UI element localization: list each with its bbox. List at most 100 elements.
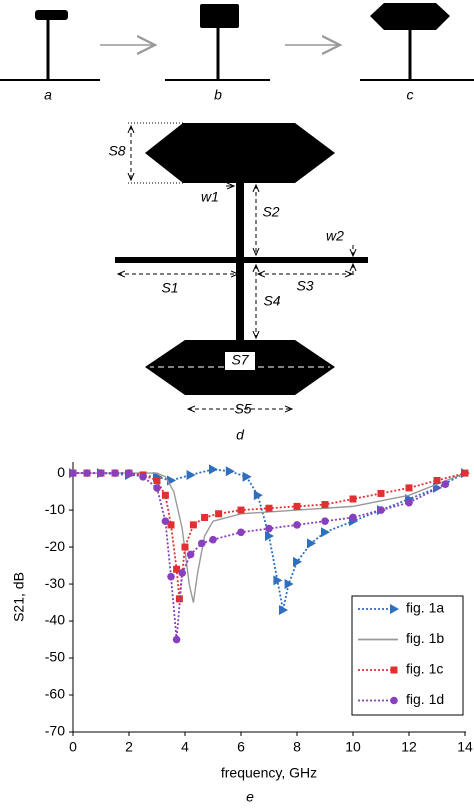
legend-label: fig. 1b — [406, 630, 444, 646]
y-axis-label: S21, dB — [11, 572, 27, 622]
data-point — [167, 475, 176, 486]
antenna-diagram — [115, 122, 368, 409]
data-point — [433, 476, 441, 484]
caption: e — [246, 789, 254, 805]
x-tick-label: 6 — [237, 739, 245, 755]
data-point — [83, 469, 91, 477]
data-point — [186, 469, 196, 480]
dimension-label: S1 — [161, 280, 178, 296]
data-point — [225, 466, 235, 477]
data-point — [321, 517, 329, 525]
x-tick-label: 0 — [69, 739, 77, 755]
data-point — [284, 579, 294, 590]
data-point — [321, 501, 329, 509]
caption: a — [44, 87, 52, 103]
legend — [351, 595, 464, 716]
x-tick-label: 4 — [181, 739, 189, 755]
x-tick-label: 12 — [401, 739, 417, 755]
y-tick-label: -50 — [45, 649, 65, 665]
data-point — [293, 521, 301, 529]
data-point — [198, 539, 206, 548]
data-point — [186, 550, 195, 559]
stage-a — [0, 10, 100, 81]
caption: b — [214, 87, 222, 103]
data-point — [167, 521, 175, 529]
dimension-label: S8 — [108, 143, 125, 159]
caption: d — [236, 427, 245, 443]
data-point — [307, 538, 316, 549]
data-point — [175, 595, 183, 603]
legend-marker — [390, 696, 398, 705]
y-tick-label: -30 — [45, 575, 65, 591]
data-point — [173, 565, 181, 573]
legend-label: fig. 1c — [406, 661, 443, 677]
data-point — [279, 604, 288, 615]
data-point — [209, 464, 218, 475]
data-point — [201, 513, 209, 521]
data-point — [125, 469, 133, 477]
data-point — [69, 469, 77, 477]
data-point — [321, 527, 330, 538]
data-point — [293, 556, 302, 567]
y-tick-label: -70 — [45, 723, 65, 739]
data-point — [215, 510, 223, 518]
data-point — [237, 506, 245, 514]
series-line — [73, 468, 466, 611]
y-tick-label: -20 — [45, 538, 65, 554]
y-tick-label: -60 — [45, 686, 65, 702]
data-point — [405, 484, 413, 492]
legend-marker — [390, 666, 398, 674]
data-point — [461, 469, 469, 477]
data-point — [167, 572, 175, 581]
x-axis-label: frequency, GHz — [221, 765, 317, 781]
x-tick-label: 8 — [293, 739, 301, 755]
dimension-label: S4 — [263, 293, 280, 309]
data-point — [265, 530, 274, 541]
data-point — [139, 472, 147, 481]
x-tick-label: 10 — [345, 739, 361, 755]
dimension-label: S3 — [296, 278, 313, 294]
data-point — [253, 490, 263, 501]
series-line — [73, 472, 446, 640]
data-point — [293, 502, 301, 510]
data-point — [349, 495, 357, 503]
data-point — [237, 528, 245, 537]
data-point — [111, 469, 119, 477]
dimension-label: S5 — [234, 401, 251, 417]
data-point — [181, 543, 189, 551]
data-point — [161, 517, 170, 525]
data-point — [161, 491, 169, 499]
data-point — [153, 476, 161, 484]
stage-b — [165, 4, 270, 81]
y-tick-label: -10 — [45, 501, 65, 517]
data-point — [209, 535, 217, 544]
dimension-label: w1 — [201, 189, 219, 205]
y-tick-label: 0 — [57, 464, 65, 480]
data-point — [377, 506, 385, 514]
data-point — [265, 524, 273, 533]
data-point — [265, 504, 273, 512]
caption: c — [407, 87, 414, 103]
legend-label: fig. 1a — [406, 600, 444, 616]
data-point — [172, 635, 181, 644]
data-point — [405, 498, 413, 507]
dimension-label: S2 — [262, 204, 279, 220]
x-tick-label: 2 — [125, 739, 133, 755]
stage-c — [360, 3, 474, 81]
data-point — [273, 575, 283, 586]
data-point — [97, 469, 105, 477]
x-tick-label: 14 — [457, 739, 473, 755]
dimension-label: w2 — [326, 228, 344, 244]
data-point — [377, 489, 385, 497]
data-point — [349, 513, 357, 522]
y-tick-label: -40 — [45, 612, 65, 628]
data-point — [189, 521, 197, 529]
dimension-label: S7 — [231, 352, 249, 368]
data-point — [178, 569, 186, 577]
data-point — [153, 484, 161, 492]
legend-marker — [390, 604, 399, 614]
legend-label: fig. 1d — [406, 691, 444, 707]
series-line — [73, 472, 466, 603]
data-point — [242, 471, 252, 482]
